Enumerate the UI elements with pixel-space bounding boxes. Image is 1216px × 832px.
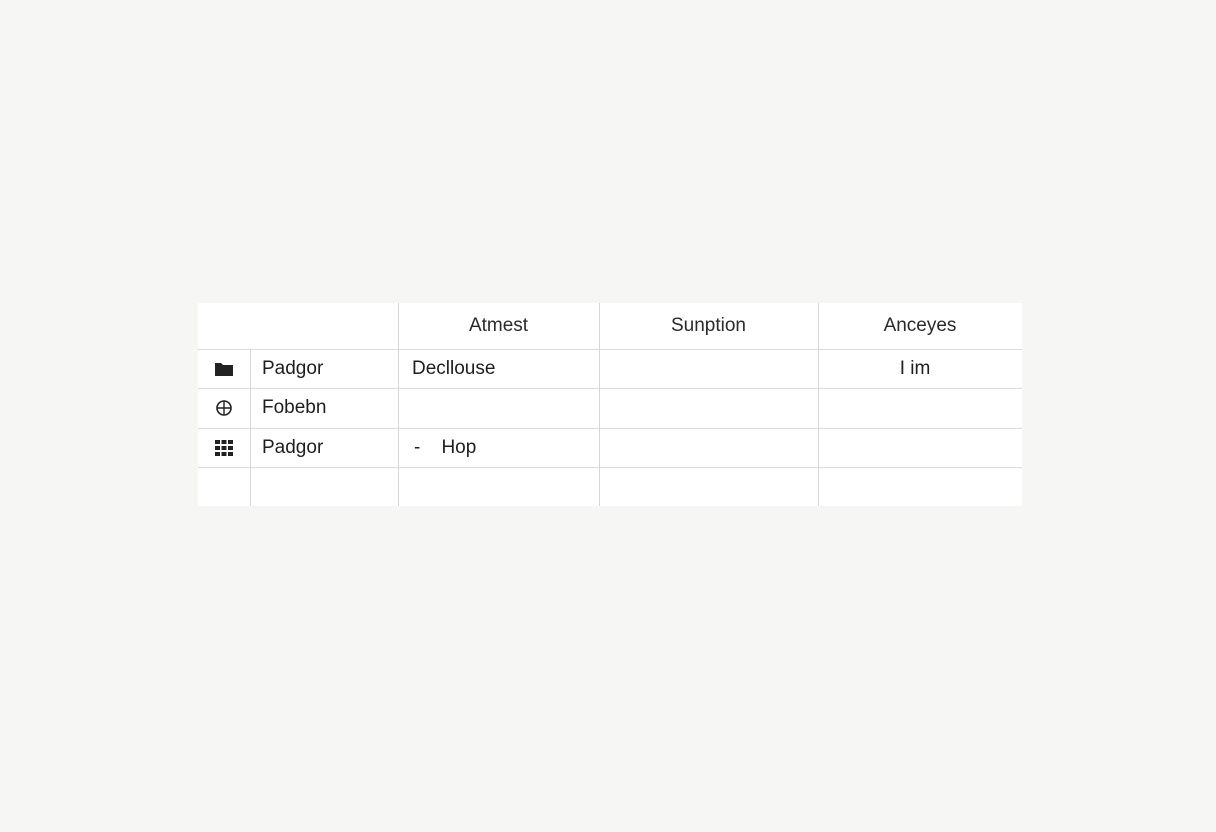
table-row[interactable]	[198, 467, 1022, 506]
divider	[198, 349, 1022, 350]
divider	[398, 303, 399, 506]
row-name: Fobebn	[262, 397, 327, 418]
divider	[818, 303, 819, 506]
divider	[599, 303, 600, 506]
divider	[198, 467, 1022, 468]
row-cell: Decllouse	[412, 357, 496, 379]
divider	[198, 428, 1022, 429]
row-cell: I im	[899, 357, 931, 379]
folder-icon	[198, 349, 250, 388]
column-header-anceyes[interactable]: Anceyes	[883, 315, 957, 336]
data-table: Atmest Sunption Anceyes Padgor Decllouse…	[198, 303, 1022, 506]
row-name: Padgor	[262, 436, 324, 458]
column-header-sunption[interactable]: Sunption	[670, 315, 746, 336]
divider	[198, 388, 1022, 389]
globe-icon	[198, 388, 250, 428]
column-header-atmest[interactable]: Atmest	[468, 315, 529, 336]
grid-icon	[198, 428, 250, 467]
divider	[250, 349, 251, 506]
row-cell: - Hop	[414, 436, 477, 458]
row-name: Padgor	[262, 357, 324, 379]
